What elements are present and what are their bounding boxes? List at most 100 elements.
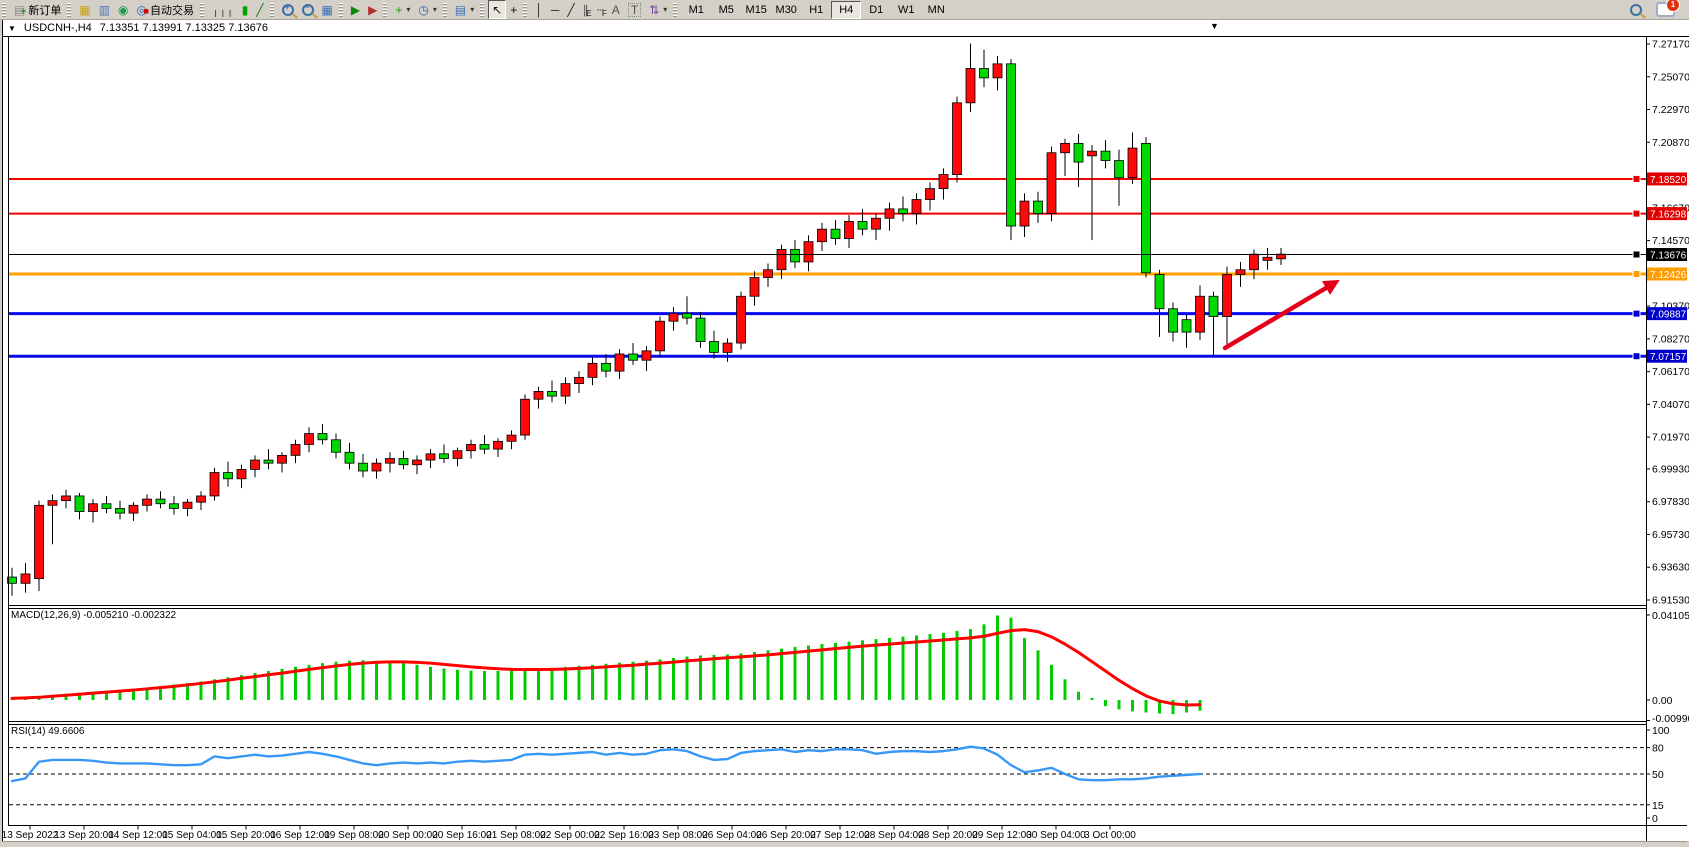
candle-down bbox=[682, 313, 692, 319]
market-watch-button[interactable]: ▦ bbox=[75, 0, 94, 19]
macd-tick-label: 0.00 bbox=[1652, 695, 1673, 707]
chart-window-bg bbox=[2, 19, 1689, 841]
horizontal-line-button[interactable]: ─ bbox=[547, 0, 564, 19]
candle-up bbox=[371, 462, 382, 472]
new-order-icon: ▤ bbox=[14, 2, 26, 17]
timeframe-m30-button[interactable]: M30 bbox=[775, 3, 797, 16]
candle-down bbox=[1033, 200, 1043, 214]
candle-down bbox=[263, 459, 274, 464]
bar-chart-button[interactable]: ╷╷╷ bbox=[208, 0, 238, 19]
chart-shift-button[interactable]: ▶ bbox=[364, 0, 381, 19]
autotrading-button[interactable]: ◎ ■ 自动交易 bbox=[133, 0, 198, 19]
timeframe-w1-button[interactable]: W1 bbox=[897, 3, 915, 16]
toolbar-grip bbox=[67, 2, 72, 17]
candle-up bbox=[587, 362, 598, 378]
candle-up bbox=[911, 199, 922, 214]
tile-windows-button[interactable]: ▦ bbox=[318, 0, 337, 19]
candle-down bbox=[398, 458, 409, 466]
chart-ohlc-values: 7.13351 7.13991 7.13325 7.13676 bbox=[99, 22, 268, 34]
candle-up bbox=[425, 453, 436, 461]
one-click-panel-toggle-icon[interactable]: ▼ bbox=[8, 23, 16, 33]
chevron-down-icon: ▾ bbox=[406, 5, 411, 14]
price-tag bbox=[1647, 207, 1687, 221]
date-tick-label: 28 Sep 04:00 bbox=[864, 830, 924, 841]
candle-up bbox=[277, 454, 287, 464]
candle-down bbox=[830, 228, 841, 239]
equidistant-channel-button[interactable]: ∥ E bbox=[579, 0, 593, 19]
icon-sublabel: F bbox=[601, 9, 607, 18]
rsi-tick-label: 80 bbox=[1652, 743, 1664, 755]
vertical-line-button[interactable]: │ bbox=[531, 0, 547, 19]
toolbar-grip bbox=[383, 2, 388, 17]
signals-button[interactable]: ◉ bbox=[114, 0, 132, 19]
candlestick-chart-button[interactable]: ▮ bbox=[238, 0, 253, 19]
trend-arrow-annotation[interactable] bbox=[1222, 279, 1340, 351]
candle-down bbox=[101, 503, 112, 509]
line-anchor-marker[interactable] bbox=[1632, 270, 1641, 279]
macd-signal-line bbox=[10, 628, 1202, 707]
zoom-in-button[interactable]: + bbox=[278, 0, 298, 19]
line-anchor-marker[interactable] bbox=[1632, 174, 1641, 183]
fibonacci-button[interactable]: ┄ F bbox=[593, 0, 608, 19]
macd-indicator-label: MACD(12,26,9) -0.005210 -0.002322 bbox=[11, 610, 176, 621]
timeframe-d1-button[interactable]: D1 bbox=[869, 3, 884, 16]
cursor-button[interactable]: ↖ bbox=[488, 0, 507, 19]
candle-up bbox=[520, 398, 530, 436]
candle-up bbox=[655, 320, 665, 352]
periods-icon: ◷ bbox=[418, 2, 429, 17]
rsi-tick-label: 100 bbox=[1652, 725, 1670, 737]
timeframe-mn-button[interactable]: MN bbox=[927, 3, 945, 16]
search-icon[interactable] bbox=[1630, 3, 1642, 16]
line-chart-icon: ╱ bbox=[256, 2, 264, 17]
periods-button[interactable]: ◷ ▾ bbox=[414, 0, 441, 19]
zoom-in-button-icon: + bbox=[281, 2, 294, 16]
crosshair-button[interactable]: + bbox=[506, 0, 521, 19]
candle-up bbox=[142, 498, 152, 506]
timeframe-h1-button[interactable]: H1 bbox=[809, 3, 824, 16]
horizontal-line-icon: ─ bbox=[550, 2, 560, 17]
candle-up bbox=[844, 220, 854, 239]
indicators-button[interactable]: + ▾ bbox=[391, 0, 414, 19]
notifications-icon[interactable]: 1 bbox=[1656, 0, 1680, 18]
arrows-button[interactable]: ⇅ ▾ bbox=[645, 0, 671, 19]
auto-scroll-button[interactable]: ▶ bbox=[347, 0, 364, 19]
auto-scroll-icon: ▶ bbox=[350, 2, 361, 17]
templates-button[interactable]: ▤ ▾ bbox=[451, 0, 478, 19]
price-tick-label: 6.91530 bbox=[1652, 595, 1689, 607]
candle-up bbox=[304, 433, 314, 445]
candlesticks bbox=[7, 43, 1286, 596]
line-anchor-marker[interactable] bbox=[1632, 250, 1641, 259]
text-label-button[interactable]: T bbox=[624, 0, 645, 19]
trendline-button[interactable]: ╱ bbox=[563, 0, 578, 19]
toolbar-grip bbox=[2, 2, 6, 17]
scroll-to-end-marker-icon[interactable]: ▼ bbox=[1210, 21, 1219, 31]
arrow-head bbox=[1321, 279, 1340, 295]
text-button[interactable]: A bbox=[608, 0, 624, 19]
new-order-button[interactable]: ▤ + 新订单 bbox=[10, 0, 65, 19]
timeframe-m5-button[interactable]: M5 bbox=[718, 3, 734, 16]
candle-up bbox=[803, 241, 814, 263]
timeframe-m1-button[interactable]: M1 bbox=[688, 3, 704, 16]
candle-up bbox=[34, 504, 44, 580]
rsi-tick-label: 0 bbox=[1652, 813, 1658, 825]
market-watch-icon: ▦ bbox=[79, 2, 91, 17]
candle-up bbox=[290, 444, 301, 456]
candle-up bbox=[992, 63, 1003, 79]
line-anchor-marker[interactable] bbox=[1632, 352, 1641, 361]
candle-up bbox=[641, 350, 652, 361]
chevron-down-icon: ▾ bbox=[470, 5, 475, 14]
navigator-button[interactable]: ▥ bbox=[95, 0, 114, 19]
autotrading-button-label: 自动交易 bbox=[150, 4, 194, 17]
line-anchor-marker[interactable] bbox=[1632, 309, 1641, 318]
zoom-out-button[interactable]: − bbox=[298, 0, 318, 19]
price-tick-label: 7.27170 bbox=[1652, 39, 1689, 51]
candle-up bbox=[1262, 256, 1273, 261]
toolbar-grip bbox=[442, 2, 447, 17]
candle-up bbox=[1019, 200, 1030, 227]
date-tick-label: 28 Sep 20:00 bbox=[918, 830, 978, 841]
line-anchor-marker[interactable] bbox=[1632, 209, 1641, 218]
candle-up bbox=[952, 102, 962, 175]
timeframe-h4-button[interactable]: H4 bbox=[831, 0, 862, 19]
line-chart-button[interactable]: ╱ bbox=[252, 0, 267, 19]
timeframe-m15-button[interactable]: M15 bbox=[745, 3, 767, 16]
